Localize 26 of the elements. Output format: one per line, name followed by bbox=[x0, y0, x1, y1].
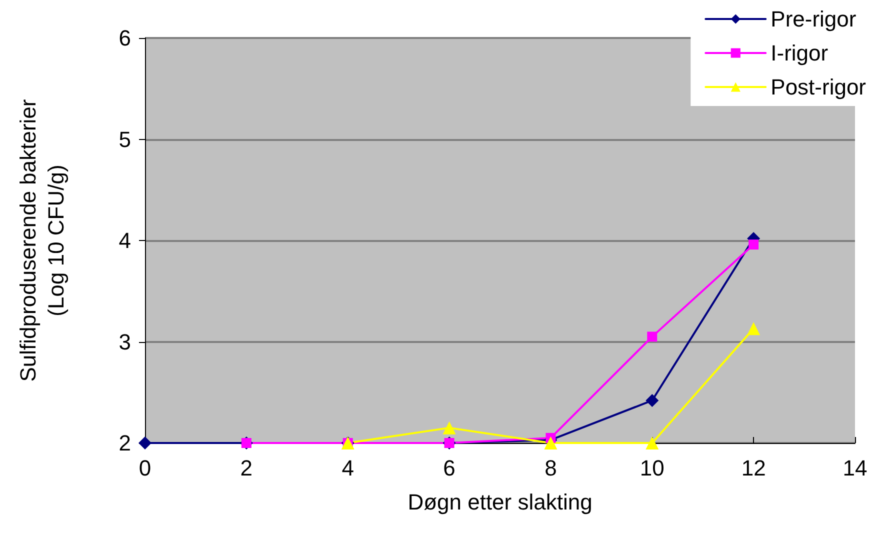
x-tick-label: 2 bbox=[240, 456, 253, 480]
x-axis-title: Døgn etter slakting bbox=[408, 490, 592, 514]
y-tick-label: 2 bbox=[118, 430, 131, 456]
y-tick-label: 4 bbox=[118, 228, 131, 253]
point bbox=[747, 322, 760, 336]
legend-label: I-rigor bbox=[770, 40, 828, 66]
y-tick-label: 6 bbox=[118, 26, 131, 50]
x-tick-label: 0 bbox=[138, 456, 152, 480]
point bbox=[647, 332, 658, 342]
y-axis-title: Sulfidproduserende bakterier (Log 10 CFU/g) bbox=[16, 99, 68, 382]
point bbox=[646, 394, 659, 407]
x-tick-label: 12 bbox=[741, 456, 766, 480]
x-tick-label: 4 bbox=[342, 456, 354, 480]
x-tick-label: 6 bbox=[443, 456, 456, 480]
point bbox=[544, 436, 558, 450]
point bbox=[138, 436, 152, 450]
point bbox=[748, 240, 759, 250]
legend-label: Pre-rigor bbox=[770, 6, 856, 32]
y-tick-label: 3 bbox=[118, 329, 131, 354]
point bbox=[442, 421, 456, 434]
x-tick-label: 14 bbox=[842, 456, 868, 480]
x-tick-label: 8 bbox=[544, 456, 557, 480]
point bbox=[646, 436, 659, 450]
y-tick-label: 5 bbox=[118, 126, 131, 152]
x-tick-label: 10 bbox=[640, 456, 664, 480]
legend-label: Post-rigor bbox=[770, 74, 866, 100]
